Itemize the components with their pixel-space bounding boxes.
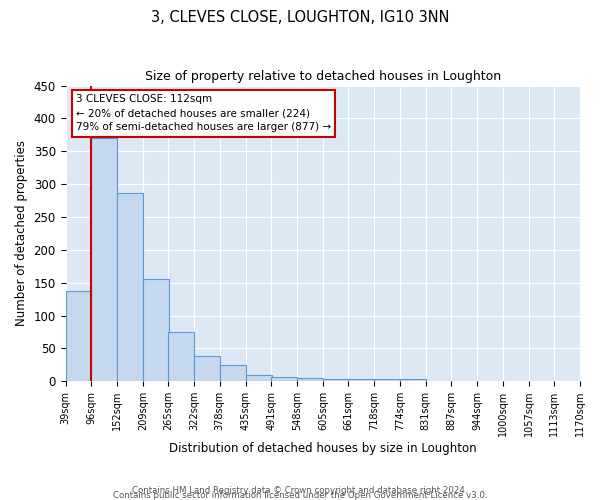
Bar bbox=[374, 378, 400, 381]
Bar bbox=[169, 332, 194, 381]
Bar bbox=[143, 278, 169, 381]
Bar bbox=[65, 291, 91, 381]
Bar bbox=[426, 380, 452, 381]
Bar bbox=[271, 376, 297, 381]
Bar bbox=[91, 138, 118, 381]
X-axis label: Distribution of detached houses by size in Loughton: Distribution of detached houses by size … bbox=[169, 442, 476, 455]
Bar bbox=[117, 192, 143, 381]
Bar bbox=[220, 365, 245, 381]
Y-axis label: Number of detached properties: Number of detached properties bbox=[15, 140, 28, 326]
Bar bbox=[323, 378, 349, 381]
Bar bbox=[349, 378, 374, 381]
Bar bbox=[400, 378, 426, 381]
Text: Contains HM Land Registry data © Crown copyright and database right 2024.: Contains HM Land Registry data © Crown c… bbox=[132, 486, 468, 495]
Text: Contains public sector information licensed under the Open Government Licence v3: Contains public sector information licen… bbox=[113, 491, 487, 500]
Bar bbox=[245, 374, 272, 381]
Bar bbox=[194, 356, 220, 381]
Title: Size of property relative to detached houses in Loughton: Size of property relative to detached ho… bbox=[145, 70, 501, 83]
Bar bbox=[297, 378, 323, 381]
Text: 3, CLEVES CLOSE, LOUGHTON, IG10 3NN: 3, CLEVES CLOSE, LOUGHTON, IG10 3NN bbox=[151, 10, 449, 25]
Text: 3 CLEVES CLOSE: 112sqm
← 20% of detached houses are smaller (224)
79% of semi-de: 3 CLEVES CLOSE: 112sqm ← 20% of detached… bbox=[76, 94, 331, 132]
Bar bbox=[451, 380, 477, 381]
